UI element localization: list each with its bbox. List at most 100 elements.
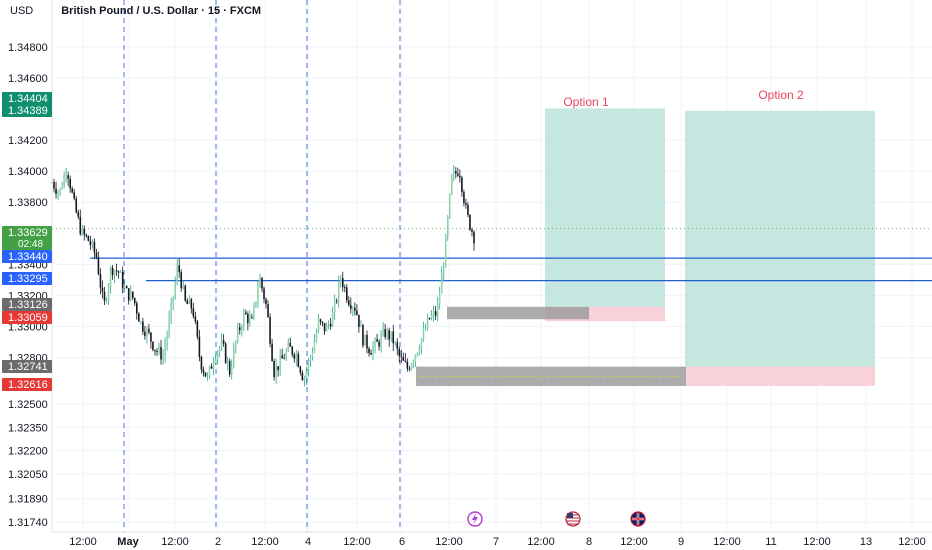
candle-body (91, 241, 94, 246)
price-badge (2, 104, 52, 117)
candle-body (99, 274, 102, 288)
candle-body (333, 300, 336, 313)
candle-body (459, 175, 461, 178)
option2-label: Option 2 (758, 88, 804, 102)
candle-body (103, 291, 106, 301)
candle-body (192, 308, 195, 317)
candle-body (216, 352, 219, 359)
candle-body (362, 325, 364, 346)
candle-body (255, 301, 257, 306)
candle-body (305, 370, 308, 379)
price-badge-label: 1.32741 (8, 361, 48, 373)
x-tick-label: 6 (399, 536, 405, 548)
candle-body (301, 372, 304, 381)
x-tick-label: 12:00 (251, 536, 279, 548)
candle-body (230, 366, 233, 375)
y-tick-label: 1.32200 (8, 446, 48, 458)
candle-body (65, 175, 67, 177)
candle-body (438, 293, 441, 304)
symbol-label[interactable]: British Pound / U.S. Dollar · 15 · FXCM (61, 5, 262, 17)
y-tick-label: 1.31890 (8, 494, 48, 506)
candle-body (337, 281, 340, 301)
candle-body (115, 270, 118, 272)
candle-body (434, 311, 437, 316)
y-tick-label: 1.32350 (8, 422, 48, 434)
candle-body (317, 319, 320, 332)
candle-body (87, 236, 90, 242)
candle-body (293, 354, 296, 359)
candle-body (57, 192, 59, 194)
candle-body (119, 272, 122, 273)
candle-body (471, 229, 473, 232)
candle-body (196, 321, 199, 337)
candle-body (289, 343, 292, 347)
candle-body (463, 191, 465, 204)
candle-body (146, 328, 148, 337)
candle-body (331, 312, 334, 327)
lightning-bolt-glyph (472, 513, 478, 525)
candle-body (194, 316, 197, 322)
y-tick-label: 1.34600 (8, 73, 48, 85)
candle-body (271, 343, 273, 362)
candle-body (208, 366, 211, 376)
candle-body (313, 340, 316, 353)
candle-body (307, 360, 310, 371)
candle-body (366, 334, 368, 349)
candle-body (200, 356, 203, 370)
candle-body (202, 369, 205, 373)
x-tick-label: 2 (215, 536, 221, 548)
candle-body (446, 217, 449, 236)
candle-body (364, 334, 366, 346)
candle-body (154, 349, 156, 352)
price-badge-label: 1.33629 (8, 227, 48, 239)
candle-body (61, 187, 63, 189)
candle-body (140, 321, 142, 323)
candle-body (131, 291, 134, 298)
candle-body (234, 341, 237, 348)
candle-body (467, 204, 469, 215)
candle-body (360, 325, 362, 328)
candle-body (281, 355, 283, 359)
candle-body (174, 281, 176, 297)
candle-body (376, 339, 378, 342)
candle-body (408, 368, 411, 370)
candle-body (249, 317, 251, 324)
candle-body (469, 214, 471, 230)
price-badge (2, 92, 52, 105)
candle-body (133, 297, 136, 304)
x-tick-label: 4 (305, 536, 311, 548)
candle-body (461, 177, 463, 192)
candle-body (156, 351, 158, 352)
candle-body (222, 340, 225, 344)
candle-body (279, 355, 281, 371)
us-flag-canton (567, 513, 573, 518)
candle-body (323, 323, 326, 332)
x-tick-label: 12:00 (713, 536, 741, 548)
currency-label: USD (10, 5, 34, 17)
candle-body (228, 361, 231, 375)
candle-body (414, 355, 417, 362)
price-badge-label: 1.33440 (8, 251, 48, 263)
candle-body (129, 291, 132, 301)
candle-body (309, 357, 312, 361)
candle-body (416, 352, 419, 356)
candle-body (348, 300, 350, 306)
candle-body (392, 331, 395, 344)
candle-body (455, 171, 457, 174)
y-tick-label: 1.33800 (8, 197, 48, 209)
candle-body (424, 328, 427, 330)
y-tick-label: 1.33000 (8, 321, 48, 333)
candle-body (136, 303, 138, 314)
candle-body (390, 331, 393, 340)
x-tick-label: 12:00 (435, 536, 463, 548)
candle-body (436, 303, 439, 316)
candle-body (428, 318, 431, 319)
price-badge-label: 1.33126 (8, 299, 48, 311)
candle-body (380, 334, 382, 347)
candle-body (277, 366, 279, 371)
candle-body (396, 342, 399, 349)
candle-body (319, 319, 322, 322)
candle-body (53, 182, 55, 189)
